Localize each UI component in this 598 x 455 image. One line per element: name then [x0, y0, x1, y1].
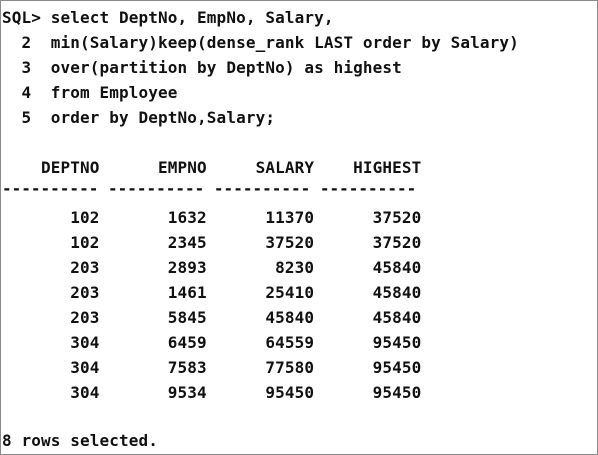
- result-row: 203 5845 45840 45840: [2, 308, 422, 327]
- result-header-separator: ---------- ---------- ---------- -------…: [2, 179, 417, 198]
- result-row: 304 6459 64559 95450: [2, 333, 422, 352]
- result-row: 102 1632 11370 37520: [2, 208, 422, 227]
- result-row: 304 7583 77580 95450: [2, 358, 422, 377]
- result-row: 102 2345 37520 37520: [2, 233, 422, 252]
- sql-prompt-line-1: SQL> select DeptNo, EmpNo, Salary,: [2, 8, 334, 27]
- sql-query-line-4: 4 from Employee: [2, 83, 178, 102]
- sql-query-line-3: 3 over(partition by DeptNo) as highest: [2, 58, 402, 77]
- rows-selected-message: 8 rows selected.: [2, 431, 159, 450]
- sql-query-line-2: 2 min(Salary)keep(dense_rank LAST order …: [2, 33, 519, 52]
- result-row: 203 2893 8230 45840: [2, 258, 422, 277]
- result-row: 203 1461 25410 45840: [2, 283, 422, 302]
- sql-query-line-5: 5 order by DeptNo,Salary;: [2, 108, 276, 127]
- result-column-header: DEPTNO EMPNO SALARY HIGHEST: [2, 158, 422, 177]
- result-row: 304 9534 95450 95450: [2, 383, 422, 402]
